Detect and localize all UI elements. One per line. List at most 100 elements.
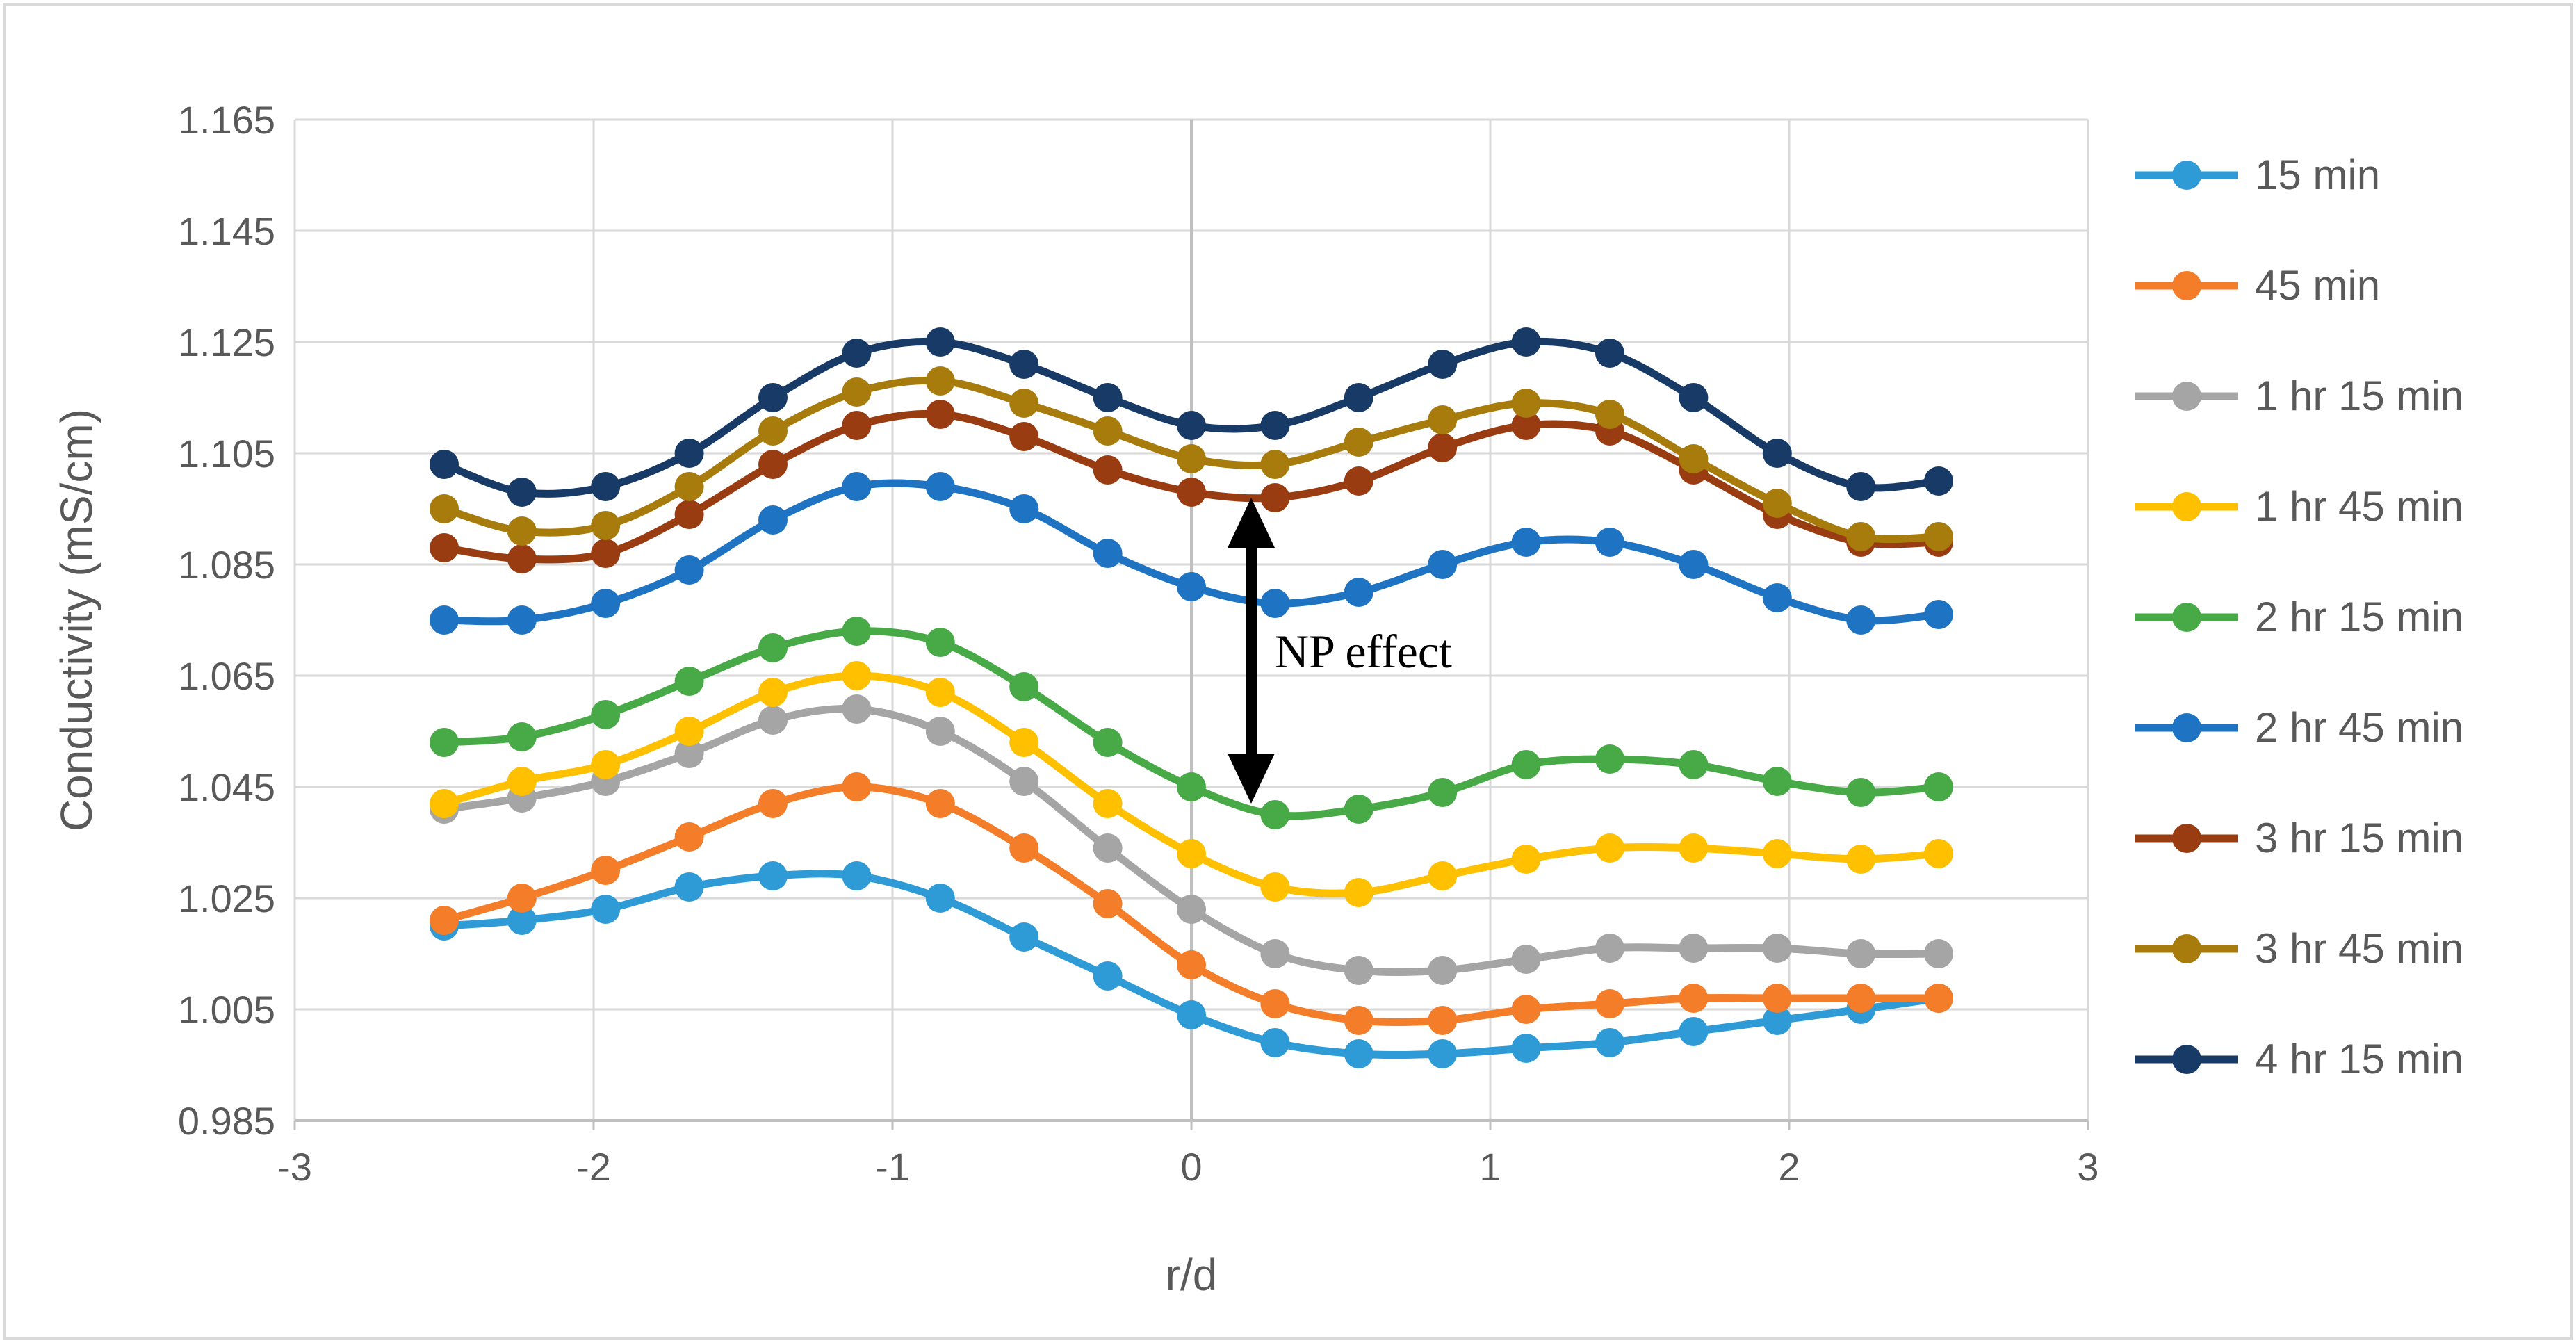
data-point — [507, 722, 537, 751]
data-point — [925, 789, 955, 818]
series-45-min — [430, 772, 1953, 1035]
data-point — [1260, 939, 1290, 968]
data-point — [1177, 895, 1206, 924]
legend-swatch-marker — [2172, 492, 2201, 521]
data-point — [1924, 772, 1953, 801]
data-point — [1260, 872, 1290, 902]
data-point — [1177, 478, 1206, 507]
data-point — [1344, 428, 1373, 457]
series-group — [430, 327, 1953, 1068]
data-point — [1595, 528, 1624, 557]
x-tick-label: 2 — [1778, 1145, 1800, 1189]
data-point — [1428, 405, 1458, 434]
data-point — [1679, 934, 1709, 963]
y-axis-title: Conductivity (mS/cm) — [51, 409, 101, 831]
data-point — [925, 678, 955, 707]
legend-label: 4 hr 15 min — [2255, 1036, 2463, 1082]
data-point — [1177, 772, 1206, 801]
data-point — [1762, 934, 1792, 963]
legend-item: 4 hr 15 min — [2135, 1036, 2463, 1082]
data-point — [758, 416, 788, 446]
data-point — [1009, 494, 1039, 523]
data-point — [591, 539, 621, 568]
data-point — [758, 633, 788, 662]
legend-label: 1 hr 15 min — [2255, 373, 2463, 419]
data-point — [842, 411, 872, 440]
data-point — [1260, 483, 1290, 512]
legend-label: 3 hr 15 min — [2255, 815, 2463, 861]
data-point — [925, 366, 955, 396]
data-point — [591, 700, 621, 729]
data-point — [430, 533, 459, 562]
data-point — [674, 500, 704, 529]
data-point — [507, 767, 537, 796]
data-point — [1679, 1017, 1709, 1046]
data-point — [1344, 466, 1373, 496]
legend-item: 15 min — [2135, 152, 2380, 198]
data-point — [1679, 550, 1709, 579]
data-point — [1846, 845, 1876, 874]
legend-item: 3 hr 45 min — [2135, 925, 2463, 972]
data-point — [674, 739, 704, 768]
axes: 0.985 1.005 1.025 1.045 1.065 1.085 1.105 1.125… — [178, 98, 2099, 1189]
y-tick-label: 1.045 — [178, 765, 275, 809]
legend: 15 min 45 min 1 hr 15 min 1 hr 45 min 2 hr 1… — [2135, 152, 2463, 1082]
data-point — [1428, 956, 1458, 985]
annotation-group: NP effect — [1228, 498, 1452, 804]
data-point — [1511, 995, 1541, 1024]
y-tick-label: 1.145 — [178, 209, 275, 253]
data-point — [1846, 778, 1876, 807]
data-point — [1595, 989, 1624, 1018]
legend-item: 1 hr 45 min — [2135, 483, 2463, 530]
y-tick-label: 0.985 — [178, 1099, 275, 1143]
data-point — [758, 789, 788, 818]
legend-swatch-marker — [2172, 382, 2201, 411]
series-4-hr-15-min — [430, 327, 1953, 507]
data-point — [1344, 878, 1373, 907]
data-point — [1177, 444, 1206, 473]
legend-item: 1 hr 15 min — [2135, 373, 2463, 419]
data-point — [1428, 778, 1458, 807]
y-tick-label: 1.165 — [178, 98, 275, 142]
data-point — [674, 717, 704, 746]
x-tick-label: 1 — [1479, 1145, 1501, 1189]
series-2-hr-15-min — [430, 617, 1953, 829]
data-point — [1344, 578, 1373, 607]
x-tick-label: -2 — [576, 1145, 611, 1189]
data-point — [674, 667, 704, 696]
data-point — [1009, 422, 1039, 451]
data-point — [507, 544, 537, 573]
data-point — [1260, 800, 1290, 829]
y-tick-label: 1.105 — [178, 432, 275, 475]
data-point — [1762, 984, 1792, 1013]
data-point — [507, 884, 537, 913]
data-point — [430, 789, 459, 818]
data-point — [430, 450, 459, 479]
data-point — [1260, 450, 1290, 479]
legend-label: 2 hr 15 min — [2255, 594, 2463, 640]
data-point — [1428, 1006, 1458, 1035]
legend-swatch-marker — [2172, 603, 2201, 632]
data-point — [1428, 433, 1458, 462]
data-point — [842, 472, 872, 501]
legend-item: 2 hr 15 min — [2135, 594, 2463, 640]
y-tick-label: 1.025 — [178, 877, 275, 920]
data-point — [1679, 984, 1709, 1013]
data-point — [1924, 522, 1953, 551]
series-3-hr-45-min — [430, 366, 1953, 551]
data-point — [1679, 833, 1709, 863]
data-point — [1093, 728, 1123, 757]
data-point — [1511, 411, 1541, 440]
data-point — [1177, 950, 1206, 979]
series-1-hr-45-min — [430, 661, 1953, 907]
data-point — [1177, 572, 1206, 601]
data-point — [758, 383, 788, 412]
data-point — [1344, 956, 1373, 985]
data-point — [925, 628, 955, 657]
data-point — [1009, 389, 1039, 418]
data-point — [1428, 350, 1458, 379]
data-point — [674, 822, 704, 852]
data-point — [1762, 767, 1792, 796]
data-point — [1009, 350, 1039, 379]
data-point — [758, 861, 788, 890]
